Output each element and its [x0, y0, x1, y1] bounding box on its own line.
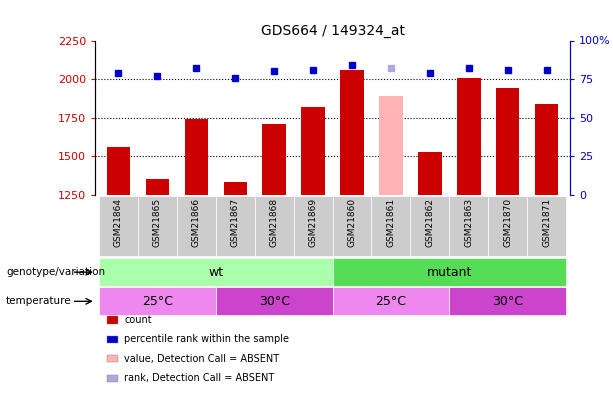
Bar — [107, 147, 130, 195]
Text: rank, Detection Call = ABSENT: rank, Detection Call = ABSENT — [124, 373, 275, 383]
Bar — [216, 196, 254, 256]
Bar — [449, 196, 489, 256]
Text: GSM21860: GSM21860 — [348, 198, 357, 247]
Bar — [340, 70, 364, 195]
Bar — [99, 258, 333, 286]
Text: GSM21865: GSM21865 — [153, 198, 162, 247]
Text: count: count — [124, 315, 152, 325]
Bar — [138, 196, 177, 256]
Text: 30°C: 30°C — [259, 295, 289, 308]
Bar — [527, 196, 566, 256]
Text: GSM21863: GSM21863 — [464, 198, 473, 247]
Text: 25°C: 25°C — [376, 295, 406, 308]
Bar — [489, 196, 527, 256]
Text: genotype/variation: genotype/variation — [6, 267, 105, 277]
Bar — [418, 151, 441, 195]
Text: GSM21864: GSM21864 — [114, 198, 123, 247]
Text: value, Detection Call = ABSENT: value, Detection Call = ABSENT — [124, 354, 280, 364]
Text: GSM21866: GSM21866 — [192, 198, 201, 247]
Bar — [177, 196, 216, 256]
Bar — [224, 183, 247, 195]
Text: GSM21862: GSM21862 — [425, 198, 435, 247]
Bar — [333, 287, 449, 315]
Bar — [216, 287, 333, 315]
Bar — [185, 119, 208, 195]
Bar — [411, 196, 449, 256]
Bar — [496, 88, 519, 195]
Bar — [379, 96, 403, 195]
Bar — [254, 196, 294, 256]
Text: temperature: temperature — [6, 296, 72, 306]
Bar — [333, 196, 371, 256]
Title: GDS664 / 149324_at: GDS664 / 149324_at — [261, 24, 405, 38]
Text: 30°C: 30°C — [492, 295, 524, 308]
Bar — [294, 196, 333, 256]
Bar — [449, 287, 566, 315]
Text: GSM21870: GSM21870 — [503, 198, 512, 247]
Text: GSM21869: GSM21869 — [308, 198, 318, 247]
Bar — [333, 258, 566, 286]
Text: GSM21871: GSM21871 — [543, 198, 551, 247]
Text: mutant: mutant — [427, 266, 472, 279]
Text: GSM21867: GSM21867 — [230, 198, 240, 247]
Bar — [99, 287, 216, 315]
Bar — [146, 179, 169, 195]
Text: GSM21861: GSM21861 — [386, 198, 395, 247]
Bar — [262, 124, 286, 195]
Bar — [457, 77, 481, 195]
Text: wt: wt — [208, 266, 223, 279]
Text: GSM21868: GSM21868 — [270, 198, 279, 247]
Text: 25°C: 25°C — [142, 295, 173, 308]
Bar — [371, 196, 411, 256]
Bar — [535, 104, 558, 195]
Bar — [302, 107, 325, 195]
Text: percentile rank within the sample: percentile rank within the sample — [124, 335, 289, 344]
Bar — [99, 196, 138, 256]
